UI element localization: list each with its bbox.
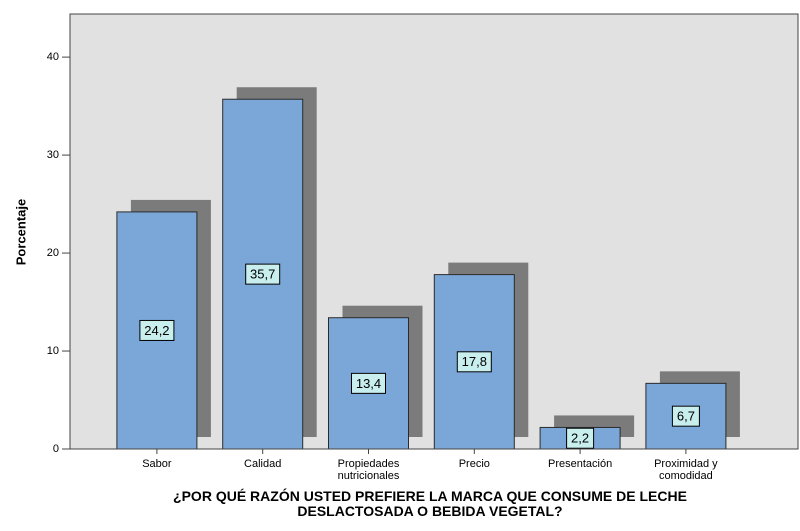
y-tick-label: 10	[47, 345, 59, 357]
value-label-box	[139, 319, 175, 341]
value-label: 6,7	[677, 409, 695, 424]
x-tick-label: Calidad	[244, 458, 282, 470]
value-label: 17,8	[462, 354, 487, 369]
value-label-box	[456, 351, 492, 373]
value-label: 24,2	[144, 323, 169, 338]
y-tick-label: 20	[47, 247, 59, 259]
y-tick-label: 40	[47, 51, 59, 63]
y-axis-label: Porcentaje	[13, 199, 28, 265]
x-tick-label: Presentación	[547, 458, 613, 470]
value-label-box	[351, 372, 386, 394]
value-label-box	[566, 427, 595, 449]
value-label-box	[671, 405, 700, 427]
y-tick-label: 30	[47, 149, 59, 161]
x-tick-label: Sabor	[142, 458, 172, 470]
y-tick-label: 0	[53, 443, 59, 455]
value-label: 2,2	[571, 431, 589, 446]
value-label: 35,7	[250, 267, 275, 282]
x-tick-label: Precio	[458, 458, 490, 470]
value-label-box	[245, 263, 281, 285]
x-tick-label: Propiedades nutricionales	[337, 458, 400, 482]
x-axis-label: ¿POR QUÉ RAZÓN USTED PREFIERE LA MARCA Q…	[173, 488, 687, 519]
value-label: 13,4	[356, 376, 381, 391]
x-tick-label: Proximidad y comodidad	[654, 458, 718, 482]
